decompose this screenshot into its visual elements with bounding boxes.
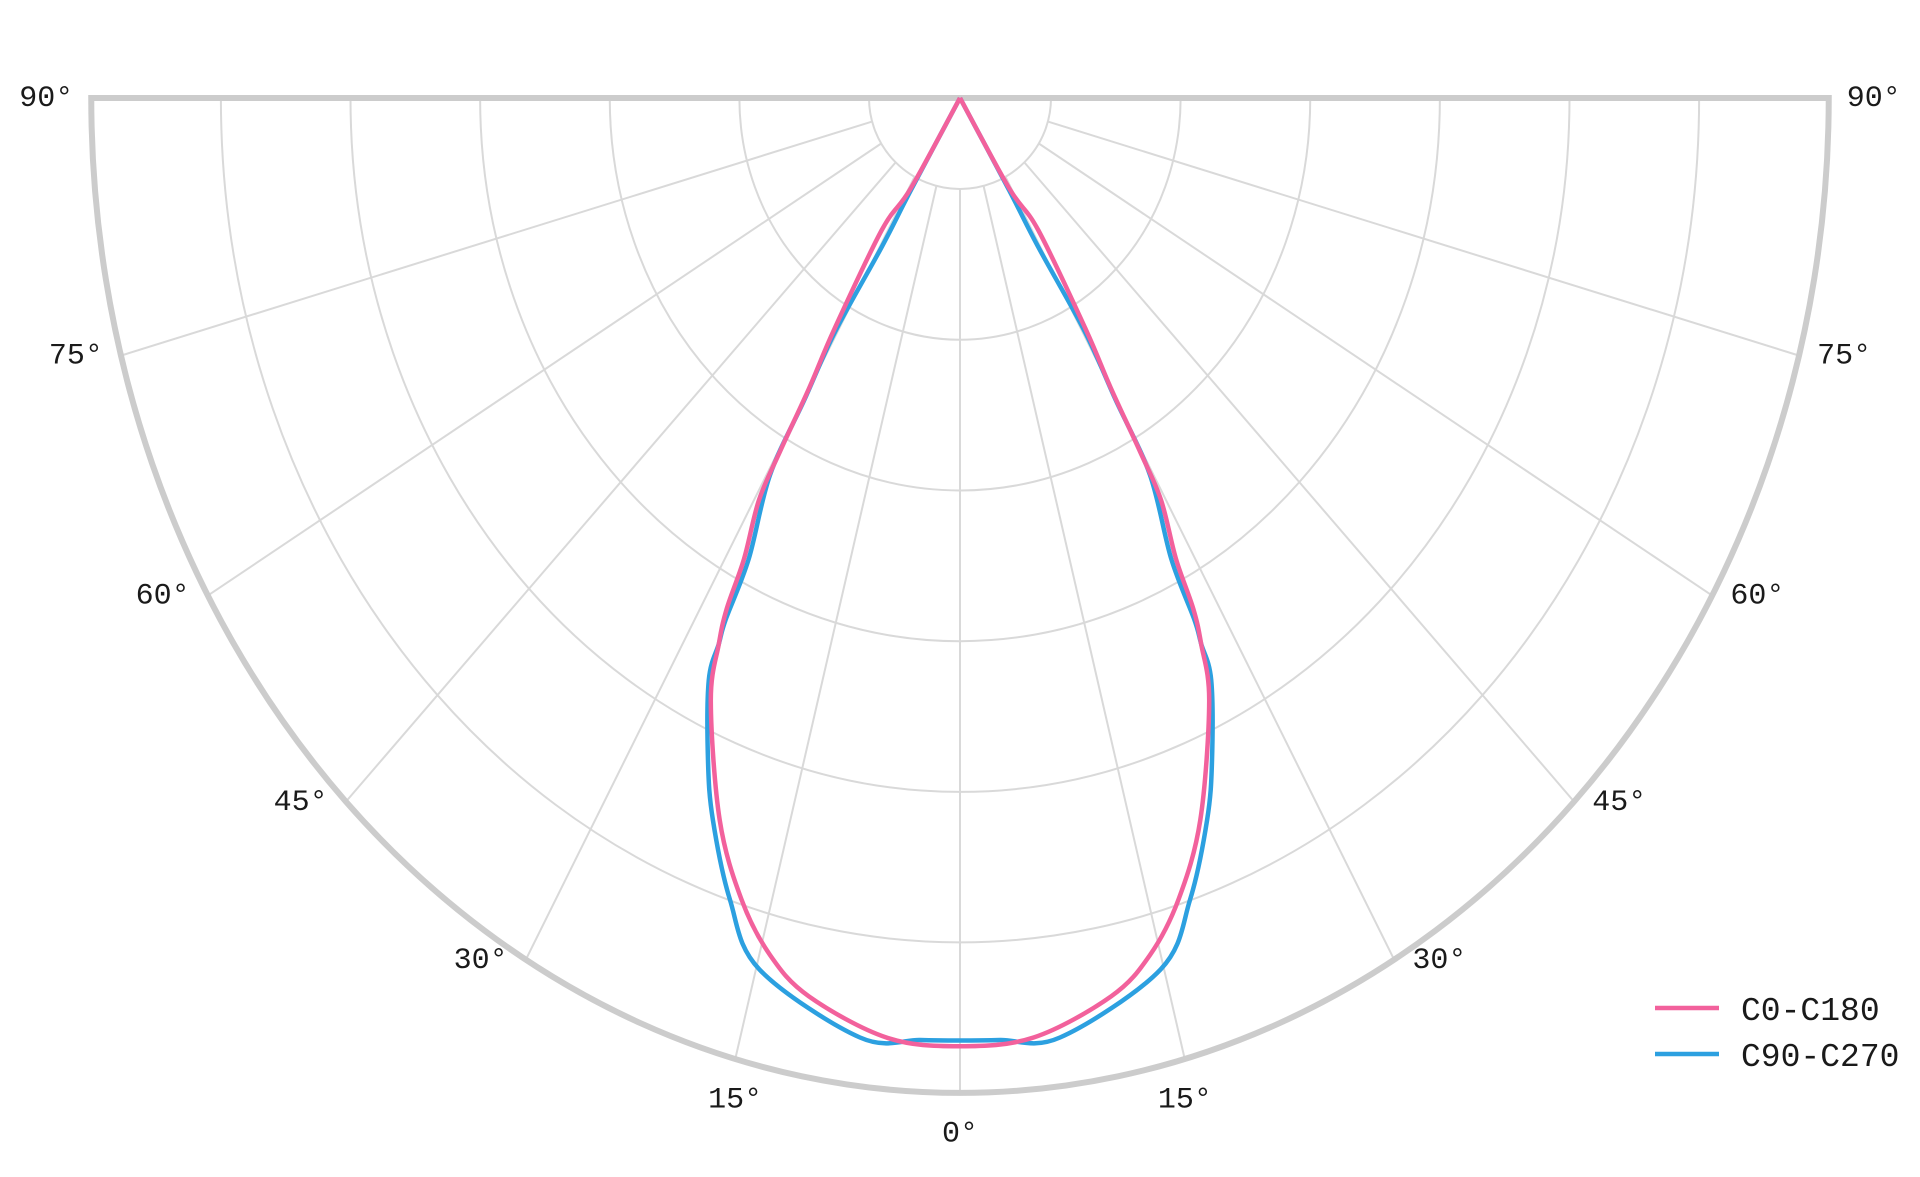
svg-text:45°: 45°	[274, 786, 328, 820]
svg-text:C90-C270: C90-C270	[1741, 1039, 1899, 1076]
svg-text:15°: 15°	[1158, 1083, 1212, 1117]
svg-text:15°: 15°	[708, 1083, 762, 1117]
svg-text:45°: 45°	[1592, 786, 1646, 820]
svg-text:30°: 30°	[1412, 944, 1466, 978]
svg-text:C0-C180: C0-C180	[1741, 993, 1880, 1030]
svg-text:90°: 90°	[19, 82, 73, 116]
svg-text:90°: 90°	[1847, 82, 1901, 116]
svg-text:30°: 30°	[454, 944, 508, 978]
svg-text:0°: 0°	[942, 1117, 978, 1151]
svg-text:75°: 75°	[49, 340, 103, 374]
svg-text:60°: 60°	[136, 580, 190, 614]
svg-text:75°: 75°	[1817, 340, 1871, 374]
svg-text:60°: 60°	[1730, 580, 1784, 614]
